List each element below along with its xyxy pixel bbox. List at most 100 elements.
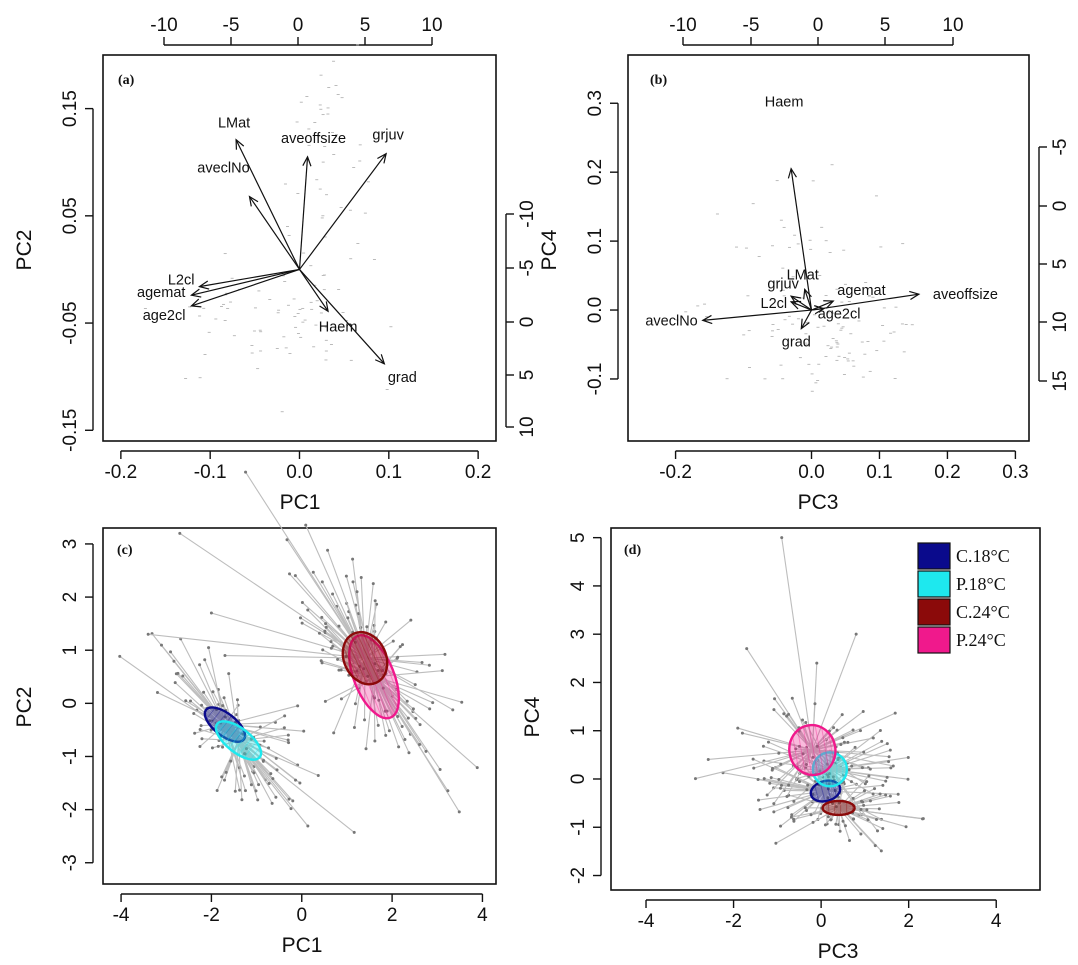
y-tick-label: -1 — [568, 819, 589, 836]
x-axis-title: PC3 — [798, 491, 839, 514]
score-point — [892, 764, 895, 767]
score-point — [458, 810, 461, 813]
y-tick-label: 0.3 — [585, 90, 606, 116]
score-point — [346, 616, 349, 619]
score-point — [836, 729, 839, 732]
score-point — [875, 818, 878, 821]
top-tick-label: -10 — [150, 15, 177, 36]
score-point — [200, 724, 203, 727]
score-point — [221, 746, 224, 749]
score-point — [804, 721, 807, 724]
score-point — [336, 658, 339, 661]
y-tick-label: 4 — [568, 580, 589, 591]
score-point — [889, 795, 892, 798]
score-point — [320, 659, 323, 662]
score-point — [352, 580, 355, 583]
score-point — [780, 536, 783, 539]
score-point — [879, 793, 882, 796]
score-point — [779, 787, 782, 790]
score-point — [766, 794, 769, 797]
score-point — [337, 625, 340, 628]
score-point — [373, 739, 376, 742]
score-point — [873, 787, 876, 790]
score-point — [399, 645, 402, 648]
score-point — [861, 766, 864, 769]
x-tick-label: 0 — [296, 905, 307, 926]
score-point — [271, 777, 274, 780]
score-point — [210, 612, 213, 615]
score-point — [806, 784, 809, 787]
score-point — [331, 593, 334, 596]
score-point — [862, 804, 865, 807]
score-point — [392, 640, 395, 643]
legend: C.18°CP.18°CC.24°CP.24°C — [918, 543, 1010, 653]
score-point — [275, 757, 278, 760]
score-point — [772, 708, 775, 711]
y-tick-label: 0.2 — [585, 159, 606, 185]
score-point — [418, 743, 421, 746]
y-tick-label: 5 — [568, 532, 589, 543]
legend-label: C.18°C — [956, 546, 1010, 566]
score-point — [306, 824, 309, 827]
right-tick-label: -5 — [1050, 139, 1071, 156]
score-point — [476, 766, 479, 769]
score-point — [867, 774, 870, 777]
score-point — [353, 726, 356, 729]
x-tick-label: -0.2 — [659, 462, 692, 483]
score-point — [884, 793, 887, 796]
y-axis-title: PC2 — [13, 230, 36, 271]
loading-label: age2cl — [818, 307, 861, 323]
score-point — [340, 697, 343, 700]
x-tick-label: -4 — [638, 911, 655, 932]
score-point — [217, 745, 220, 748]
score-point — [886, 776, 889, 779]
score-point — [298, 781, 301, 784]
loading-arrow — [703, 310, 812, 320]
loading-label: aveoffsize — [281, 131, 346, 147]
score-point — [763, 777, 766, 780]
score-point — [834, 823, 837, 826]
score-point — [384, 620, 387, 623]
score-point — [365, 625, 368, 628]
score-point — [374, 599, 377, 602]
y-tick-label: 0.1 — [585, 228, 606, 254]
score-point — [846, 741, 849, 744]
x-tick-label: 0.1 — [376, 462, 402, 483]
score-point — [118, 655, 121, 658]
score-point — [771, 767, 774, 770]
score-point — [694, 777, 697, 780]
legend-swatch — [918, 571, 950, 597]
score-point — [707, 758, 710, 761]
score-point — [240, 798, 243, 801]
score-point — [302, 730, 305, 733]
score-point — [460, 701, 463, 704]
score-point — [192, 712, 195, 715]
score-point — [421, 661, 424, 664]
score-point — [244, 789, 247, 792]
top-tick-label: 5 — [880, 15, 891, 36]
score-point — [202, 691, 205, 694]
loading-label: aveoffsize — [933, 287, 998, 303]
score-point — [897, 793, 900, 796]
score-point — [772, 802, 775, 805]
score-point — [876, 829, 879, 832]
score-point — [254, 789, 257, 792]
score-point — [878, 807, 881, 810]
score-point — [829, 818, 832, 821]
score-point — [294, 779, 297, 782]
score-point — [401, 725, 404, 728]
score-point — [773, 697, 776, 700]
score-point — [762, 745, 765, 748]
score-point — [881, 827, 884, 830]
score-point — [262, 759, 265, 762]
score-point — [841, 736, 844, 739]
score-point — [887, 760, 890, 763]
score-point — [223, 696, 226, 699]
right-tick-label: -5 — [517, 260, 538, 277]
loading-label: age2cl — [143, 308, 186, 324]
right-tick-label: -10 — [517, 200, 538, 227]
score-point — [236, 698, 239, 701]
score-point — [862, 710, 865, 713]
score-point — [294, 574, 297, 577]
